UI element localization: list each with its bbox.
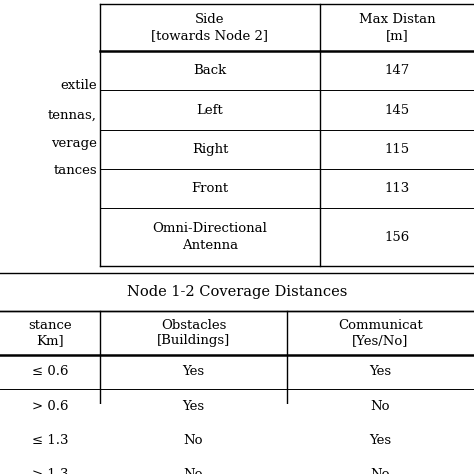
Text: Yes: Yes bbox=[369, 365, 392, 378]
Text: No: No bbox=[371, 468, 390, 474]
Text: No: No bbox=[184, 434, 203, 447]
Text: [m]: [m] bbox=[386, 29, 409, 42]
Text: ≤ 0.6: ≤ 0.6 bbox=[32, 365, 68, 378]
Text: Obstacles: Obstacles bbox=[161, 319, 226, 331]
Text: Omni-Directional
Antenna: Omni-Directional Antenna bbox=[153, 222, 267, 252]
Text: > 0.6: > 0.6 bbox=[32, 400, 68, 412]
Text: Yes: Yes bbox=[369, 434, 392, 447]
Text: Communicat: Communicat bbox=[338, 319, 423, 331]
Text: ≤ 1.3: ≤ 1.3 bbox=[32, 434, 68, 447]
Text: Yes: Yes bbox=[182, 400, 205, 412]
Text: tances: tances bbox=[54, 164, 97, 177]
Text: Km]: Km] bbox=[36, 334, 64, 347]
Text: [Yes/No]: [Yes/No] bbox=[352, 334, 409, 347]
Text: Right: Right bbox=[192, 143, 228, 156]
Text: 145: 145 bbox=[384, 103, 410, 117]
Text: tennas,: tennas, bbox=[48, 109, 97, 122]
Text: > 1.3: > 1.3 bbox=[32, 468, 68, 474]
Text: No: No bbox=[371, 400, 390, 412]
Text: [Buildings]: [Buildings] bbox=[157, 334, 230, 347]
Text: No: No bbox=[184, 468, 203, 474]
Text: Front: Front bbox=[191, 182, 228, 195]
Text: 113: 113 bbox=[384, 182, 410, 195]
Text: Side: Side bbox=[195, 13, 225, 26]
Text: extile: extile bbox=[60, 79, 97, 92]
Text: Max Distan: Max Distan bbox=[359, 13, 435, 26]
Text: Node 1-2 Coverage Distances: Node 1-2 Coverage Distances bbox=[127, 285, 347, 299]
Text: verage: verage bbox=[51, 137, 97, 150]
Text: Yes: Yes bbox=[182, 365, 205, 378]
Text: 156: 156 bbox=[384, 231, 410, 244]
Text: 115: 115 bbox=[384, 143, 410, 156]
Text: [towards Node 2]: [towards Node 2] bbox=[152, 29, 268, 42]
Text: Back: Back bbox=[193, 64, 227, 77]
Text: 147: 147 bbox=[384, 64, 410, 77]
Text: stance: stance bbox=[28, 319, 72, 331]
Text: Left: Left bbox=[197, 103, 223, 117]
